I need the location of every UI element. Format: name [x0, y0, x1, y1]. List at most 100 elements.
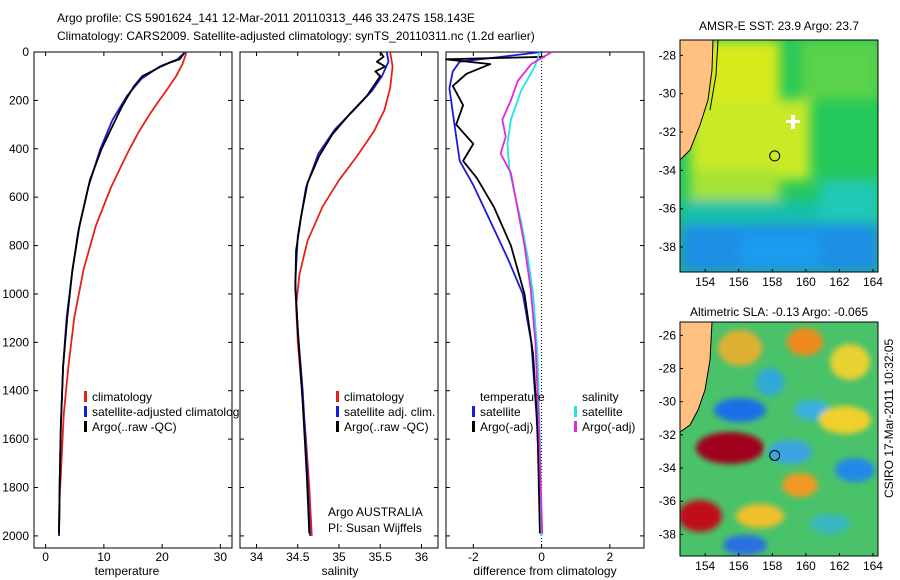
map-y-tick-label: -26 [659, 328, 677, 342]
sst-argo-position-marker [769, 150, 781, 162]
legend-label-climatology: climatology [344, 390, 404, 404]
sla-argo-position-marker [769, 450, 781, 461]
y-tick-label: 1400 [2, 384, 29, 398]
series-line-salinity-argo-adj [499, 51, 553, 534]
y-tick-label: 800 [9, 239, 29, 253]
legend-swatch-satellite [84, 406, 87, 417]
legend-label-satellite: satellite-adjusted climatology [92, 405, 245, 419]
x-tick-label: 2 [607, 550, 614, 564]
y-tick-label: 0 [22, 45, 29, 59]
difference-xlabel: difference from climatology [473, 564, 616, 578]
legend-label-temp-argo: Argo(-adj) [480, 420, 533, 434]
legend-swatch-sal-satellite [574, 406, 577, 417]
temperature-panel: 0 10 20 30 0 200 400 600 800 1000 1200 1400 1600 1800… [2, 45, 245, 578]
series-line-argo-raw-qc [58, 52, 185, 534]
legend-swatch-climatology [84, 391, 87, 402]
map-y-tick-label: -30 [659, 395, 677, 409]
sla-map-frame [679, 321, 879, 557]
y-tick-label: 1200 [2, 335, 29, 349]
y-tick-label: 400 [9, 142, 29, 156]
map-x-tick-label: 164 [863, 275, 883, 289]
map-y-tick-label: -32 [659, 428, 677, 442]
map-x-tick-label: 160 [796, 275, 816, 289]
legend-label-sal-argo: Argo(-adj) [582, 420, 635, 434]
x-tick-label: -2 [468, 550, 479, 564]
y-tick-label: 2000 [2, 529, 29, 543]
y-tick-label: 1800 [2, 481, 29, 495]
map-x-tick-label: 162 [829, 275, 849, 289]
series-line-temperature-argo-adj [445, 55, 546, 534]
sst-land [680, 40, 714, 161]
legend-label-climatology: climatology [92, 390, 152, 404]
salinity-xlabel: salinity [322, 564, 359, 578]
header-title: Argo profile: CS 5901624_141 12-Mar-2011… [57, 11, 475, 25]
sla-map-title: Altimetric SLA: -0.13 Argo: -0.065 [690, 305, 868, 319]
map-x-tick-label: 154 [695, 559, 715, 573]
map-x-tick-label: 160 [796, 559, 816, 573]
sst-cross-marker [786, 115, 800, 129]
sst-map-title: AMSR-E SST: 23.9 Argo: 23.7 [699, 19, 859, 33]
sla-land [680, 322, 713, 433]
series-line-climatology [58, 51, 188, 536]
map-y-tick-label: -28 [659, 48, 677, 62]
legend-swatch-argo [84, 421, 87, 432]
sla-heatmap [680, 322, 878, 556]
map-y-tick-label: -36 [659, 202, 677, 216]
x-tick-label: 0 [42, 550, 49, 564]
legend-label-temp-satellite: satellite [480, 405, 521, 419]
legend-swatch-satellite [336, 406, 339, 417]
argo-pi-label: PI: Susan Wijffels [328, 521, 422, 535]
x-tick-label: 10 [97, 550, 111, 564]
x-tick-label: 34 [250, 550, 264, 564]
temperature-axes-frame [33, 51, 233, 549]
map-x-tick-label: 156 [729, 559, 749, 573]
map-x-tick-label: 154 [695, 275, 715, 289]
x-tick-label: 34.5 [286, 550, 310, 564]
map-y-tick-label: -38 [659, 240, 677, 254]
map-x-tick-label: 162 [829, 559, 849, 573]
sst-heatmap [680, 40, 878, 272]
legend-swatch-temp-satellite [472, 406, 475, 417]
map-y-tick-label: -34 [659, 461, 677, 475]
map-y-tick-label: -32 [659, 125, 677, 139]
legend-heading-salinity: salinity [582, 390, 619, 404]
header-subtitle: Climatology: CARS2009. Satellite-adjuste… [57, 29, 535, 43]
salinity-axes-frame [239, 51, 439, 549]
sst-map-panel: AMSR-E SST: 23.9 Argo: 23.7 154 156 158 160… [659, 19, 884, 289]
salinity-legend: climatology satellite adj. clim. Argo(..… [336, 390, 435, 434]
x-tick-label: 0 [538, 550, 545, 564]
legend-heading-temperature: temperature [480, 390, 545, 404]
temperature-legend: climatology satellite-adjusted climatolo… [84, 390, 245, 434]
map-x-tick-label: 158 [762, 559, 782, 573]
legend-label-argo: Argo(..raw -QC) [344, 420, 429, 434]
map-y-tick-label: -36 [659, 494, 677, 508]
legend-swatch-climatology [336, 391, 339, 402]
map-x-tick-label: 156 [729, 275, 749, 289]
legend-label-satellite: satellite adj. clim. [344, 405, 435, 419]
y-tick-label: 600 [9, 190, 29, 204]
temperature-xlabel: temperature [95, 564, 160, 578]
x-tick-label: 36 [415, 550, 429, 564]
difference-panel: -2 0 2 difference from climatology tempera… [445, 51, 645, 578]
y-tick-label: 200 [9, 93, 29, 107]
sla-map-panel: Altimetric SLA: -0.13 Argo: -0.065 [659, 305, 884, 573]
x-tick-label: 30 [214, 550, 228, 564]
salinity-panel: 34 34.5 35 35.5 36 salinity climatology sate… [239, 51, 439, 578]
map-x-tick-label: 164 [863, 559, 883, 573]
side-timestamp: CSIRO 17-Mar-2011 10:32:05 [882, 338, 896, 498]
difference-legend: temperature satellite Argo(-adj) salinit… [472, 390, 635, 434]
argo-program-label: Argo AUSTRALIA [328, 505, 423, 519]
map-x-tick-label: 158 [762, 275, 782, 289]
map-y-tick-label: -34 [659, 163, 677, 177]
map-y-tick-label: -38 [659, 527, 677, 541]
legend-label-sal-satellite: satellite [582, 405, 623, 419]
legend-swatch-argo [336, 421, 339, 432]
x-tick-label: 20 [155, 550, 169, 564]
legend-swatch-sal-argo [574, 421, 577, 432]
difference-axes-frame [445, 51, 645, 549]
sst-map-frame [679, 39, 879, 273]
legend-swatch-temp-argo [472, 421, 475, 432]
y-tick-label: 1600 [2, 432, 29, 446]
series-line-argo-raw-qc [294, 51, 387, 534]
